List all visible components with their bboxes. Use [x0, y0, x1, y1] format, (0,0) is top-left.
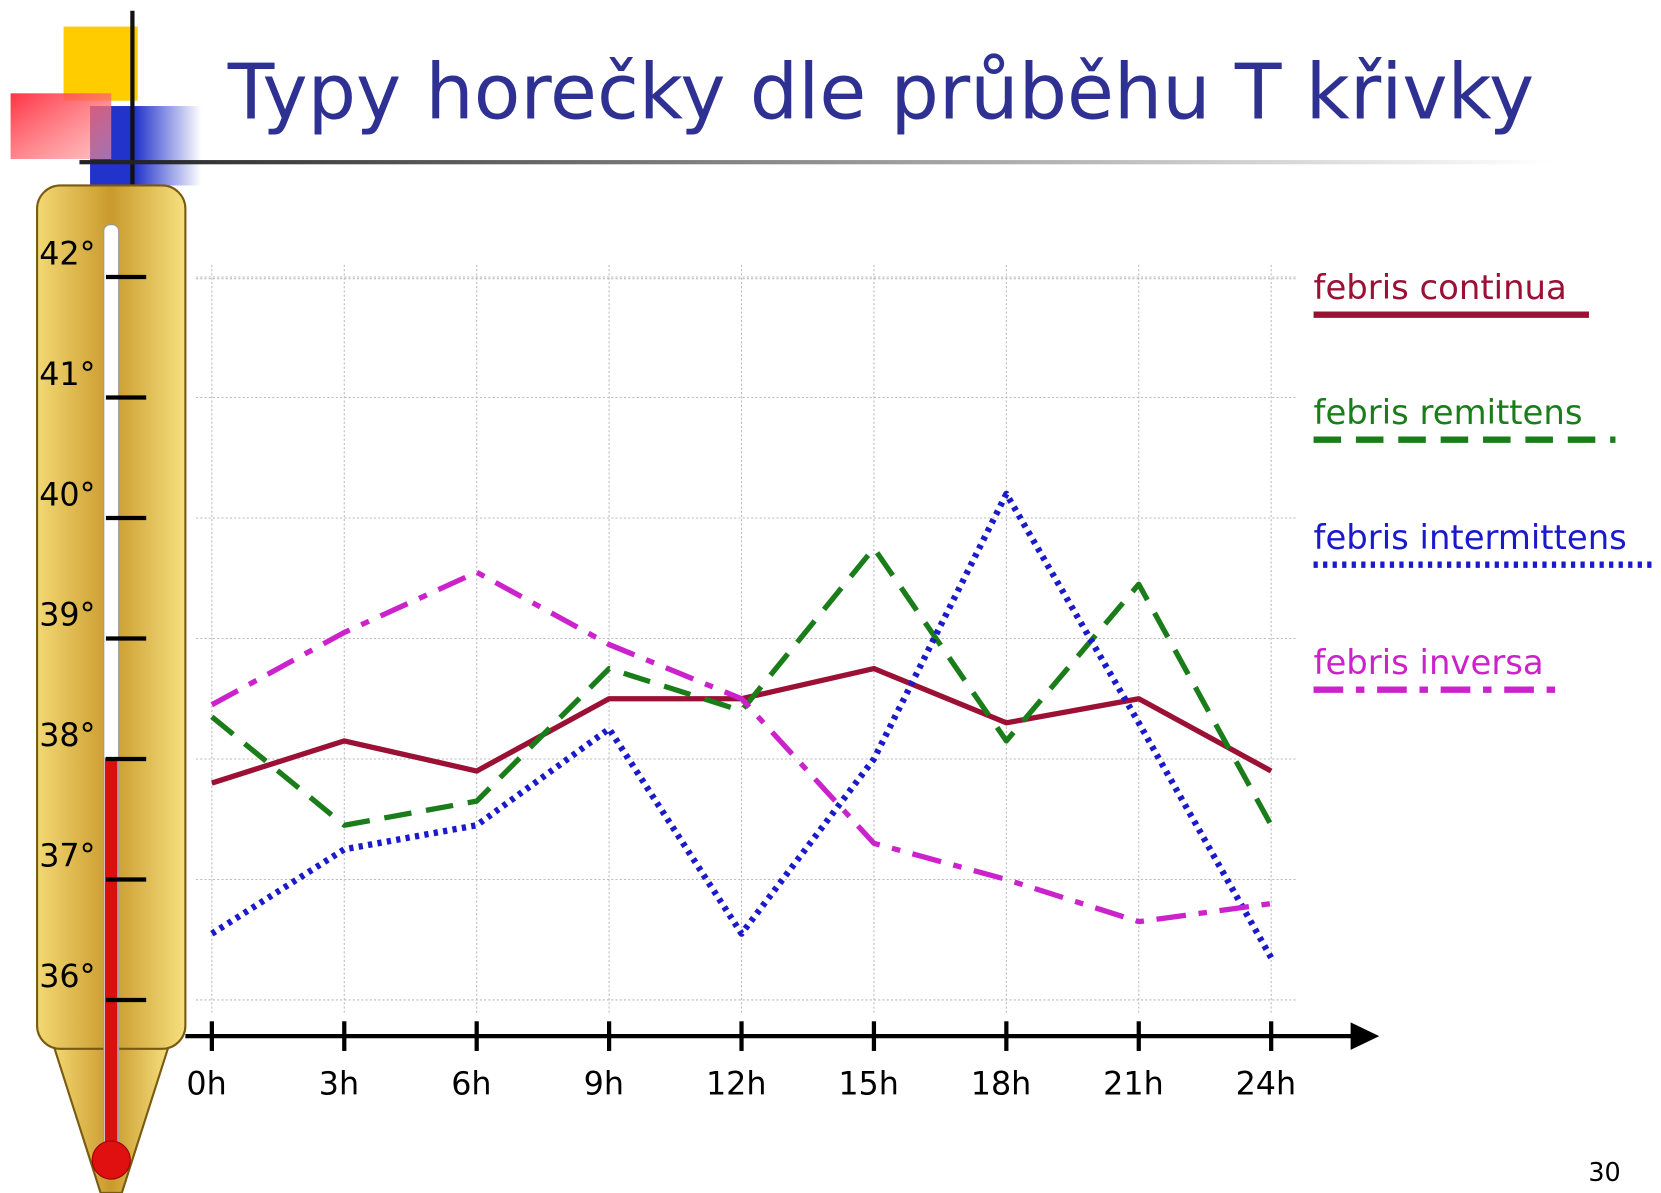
y-tick-label: 38°	[39, 718, 95, 754]
legend-label: febris continua	[1314, 268, 1567, 307]
x-tick-label: 15h	[838, 1066, 899, 1102]
y-tick-label: 37°	[39, 839, 95, 875]
plot: 42° 41° 40° 39° 38° 37° 36° 0h 3h 6h 9h 12h 15h 18h 21…	[39, 236, 1652, 1102]
legend-label: febris intermittens	[1314, 518, 1627, 557]
deco-square	[11, 93, 112, 159]
x-tick-label: 18h	[971, 1066, 1032, 1102]
mercury-bulb	[92, 1141, 130, 1179]
x-tick-label: 24h	[1236, 1066, 1297, 1102]
x-tick-label: 21h	[1103, 1066, 1164, 1102]
x-tick-label: 9h	[584, 1066, 624, 1102]
y-tick-label: 42°	[39, 236, 95, 272]
y-tick-label: 39°	[39, 598, 95, 634]
y-tick-label: 40°	[39, 477, 95, 513]
x-tick-label: 3h	[319, 1066, 359, 1102]
x-tick-label: 12h	[706, 1066, 767, 1102]
deco-square	[64, 27, 138, 101]
thermometer	[37, 185, 185, 1192]
slide: Typy horečky dle průběhu T křivky 42° 41°…	[0, 0, 1661, 1193]
page: Typy horečky dle průběhu T křivky 42° 41°…	[0, 0, 1661, 1193]
x-axis-arrow	[1351, 1022, 1380, 1050]
mercury	[105, 758, 118, 1155]
page-number: 30	[1588, 1157, 1620, 1187]
slide-title: Typy horečky dle průběhu T křivky	[227, 48, 1534, 137]
legend-label: febris inversa	[1314, 643, 1544, 682]
title-rule	[79, 160, 1551, 164]
y-tick-label: 36°	[39, 959, 95, 995]
x-tick-label: 6h	[451, 1066, 491, 1102]
legend-label: febris remittens	[1314, 393, 1583, 432]
x-tick-label: 0h	[186, 1066, 226, 1102]
y-tick-label: 41°	[39, 357, 95, 393]
